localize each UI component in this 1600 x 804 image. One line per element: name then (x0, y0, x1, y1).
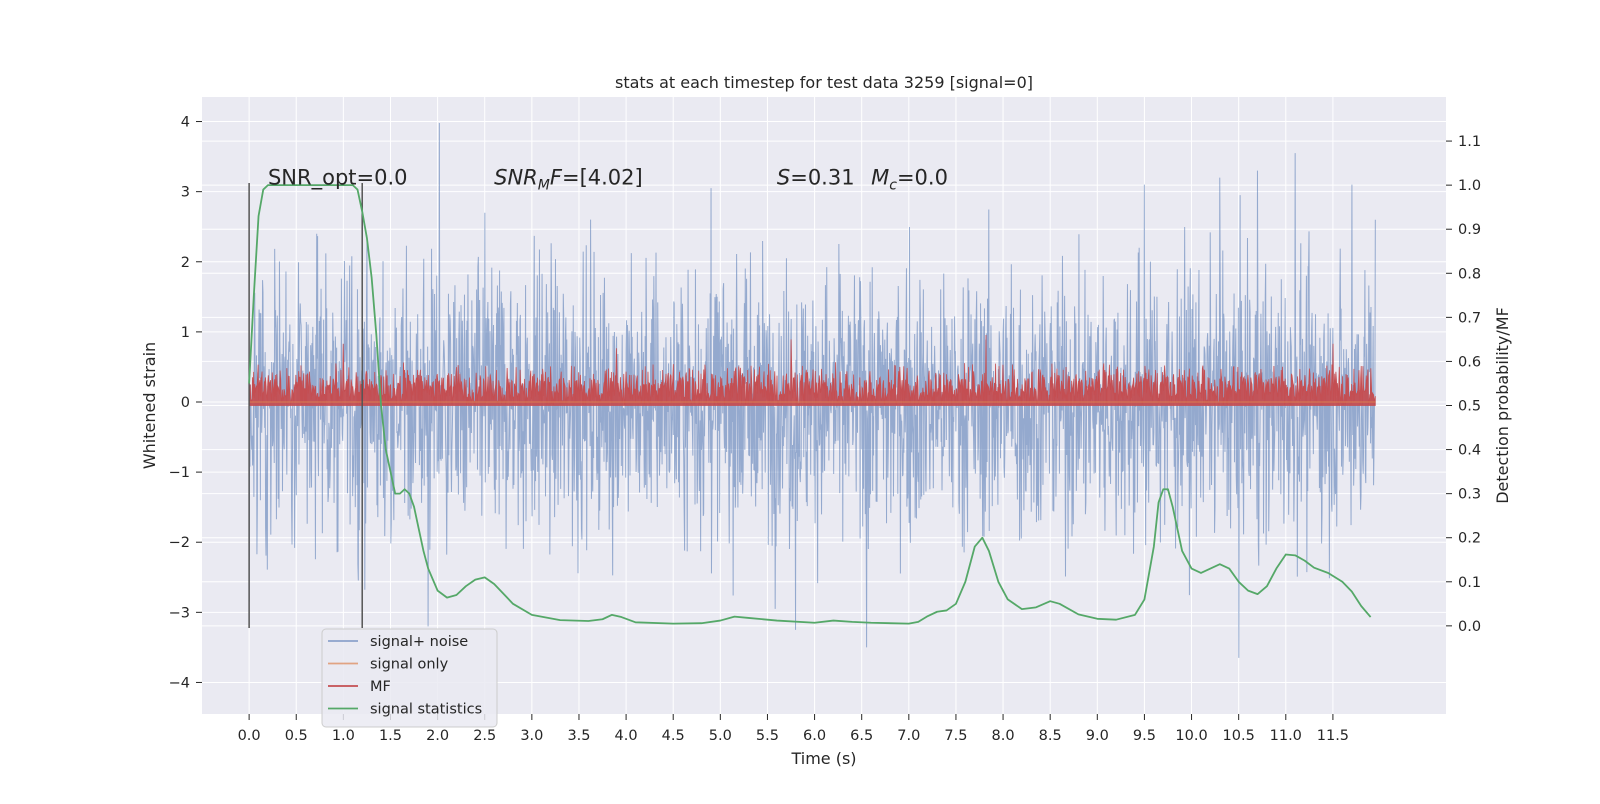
annotation-after: =0.31 (790, 166, 854, 190)
x-tick-label: 6.5 (850, 728, 873, 744)
signal-statistics-line (248, 184, 1372, 625)
chart-title: stats at each timestep for test data 325… (615, 73, 1033, 92)
y-tick-label: −4 (169, 675, 190, 691)
y-right-tick-label: 0.3 (1458, 487, 1481, 503)
mf-series (248, 334, 1376, 407)
x-tick-label: 4.0 (615, 728, 638, 744)
annotation-sub: c (889, 178, 897, 194)
legend: signal+ noise signal only MF signal statist… (321, 628, 498, 728)
legend-label: MF (370, 679, 391, 695)
x-tick-label: 9.0 (1086, 728, 1109, 744)
x-tick-label: 8.5 (1039, 728, 1062, 744)
x-tick-label: 7.0 (897, 728, 920, 744)
y-right-tick-label: 0.7 (1458, 310, 1481, 326)
x-tick-label: 7.5 (944, 728, 967, 744)
annotation-after: =0.0 (897, 166, 948, 190)
annotation-2: S=0.31 (777, 166, 855, 190)
y-tick-label: 3 (181, 185, 190, 201)
annotation-after-italic: F (550, 166, 563, 190)
legend-label: signal only (370, 657, 449, 673)
annotation-sub: M (538, 178, 550, 194)
x-tick-label: 11.0 (1270, 728, 1302, 744)
y-right-tick-label: 0.5 (1458, 399, 1481, 415)
legend-label: signal+ noise (370, 634, 468, 650)
marker-lines (248, 182, 363, 629)
y-tick-label: 1 (181, 325, 190, 341)
y-tick-label: 2 (181, 255, 190, 271)
y-tick-label: −2 (169, 535, 190, 551)
x-tick-label: 2.0 (426, 728, 449, 744)
annotation-3: Mc=0.0 (871, 166, 948, 194)
legend-box (321, 628, 498, 728)
y-right-tick-label: 0.1 (1458, 575, 1481, 591)
y-tick-label: −3 (169, 605, 190, 621)
annotation-main: SNR (494, 166, 538, 190)
y-right-tick-label: 1.1 (1458, 134, 1481, 150)
x-tick-label: 10.5 (1223, 728, 1255, 744)
signal-noise-series (248, 122, 1376, 658)
y-tick-label: −1 (169, 465, 190, 481)
signal-statistics-series (248, 184, 1372, 625)
x-tick-label: 10.0 (1175, 728, 1207, 744)
y-tick-label: 0 (181, 395, 190, 411)
y-tick-label: 4 (181, 115, 190, 131)
x-tick-label: 3.0 (520, 728, 543, 744)
y-right-tick-label: 1.0 (1458, 178, 1481, 194)
x-tick-label: 1.0 (332, 728, 355, 744)
annotations: SNR_opt=0.0 SNRMF=[4.02] S=0.31 Mc=0.0 (268, 166, 948, 194)
x-tick-label: 1.5 (379, 728, 402, 744)
x-tick-label: 11.5 (1317, 728, 1349, 744)
x-tick-label: 6.0 (803, 728, 826, 744)
annotation-1: SNRMF=[4.02] (494, 166, 643, 194)
y-right-tick-label: 0.8 (1458, 266, 1481, 282)
x-tick-label: 4.5 (662, 728, 685, 744)
x-tick-label: 5.5 (756, 728, 779, 744)
annotation-main: S (777, 166, 790, 190)
annotation-main: SNR_opt=0.0 (268, 166, 408, 191)
annotation-main: M (871, 166, 889, 190)
x-tick-label: 3.5 (567, 728, 590, 744)
y-axis-right-label: Detection probability/MF (1493, 307, 1512, 504)
axes: 0.0 0.5 1.0 1.5 2.0 2.5 3.0 3.5 4.0 4.5 5.0 5.5 6.0 6… (169, 115, 1481, 744)
x-tick-label: 0.0 (238, 728, 261, 744)
mf-line (248, 334, 1376, 407)
x-tick-label: 2.5 (473, 728, 496, 744)
x-axis-label: Time (s) (790, 749, 856, 768)
y-axis-label: Whitened strain (140, 342, 159, 469)
y-right-tick-label: 0.0 (1458, 619, 1481, 635)
annotation-after: =[4.02] (562, 166, 643, 190)
annotation-0: SNR_opt=0.0 (268, 166, 408, 191)
x-tick-label: 5.0 (709, 728, 732, 744)
y-right-tick-label: 0.2 (1458, 531, 1481, 547)
x-tick-label: 8.0 (992, 728, 1015, 744)
y-right-tick-label: 0.4 (1458, 443, 1481, 459)
x-tick-label: 9.5 (1133, 728, 1156, 744)
signal-noise-line (248, 122, 1376, 658)
y-right-tick-label: 0.9 (1458, 222, 1481, 238)
x-tick-label: 0.5 (285, 728, 308, 744)
legend-label: signal statistics (370, 702, 482, 718)
y-right-tick-label: 0.6 (1458, 354, 1481, 370)
